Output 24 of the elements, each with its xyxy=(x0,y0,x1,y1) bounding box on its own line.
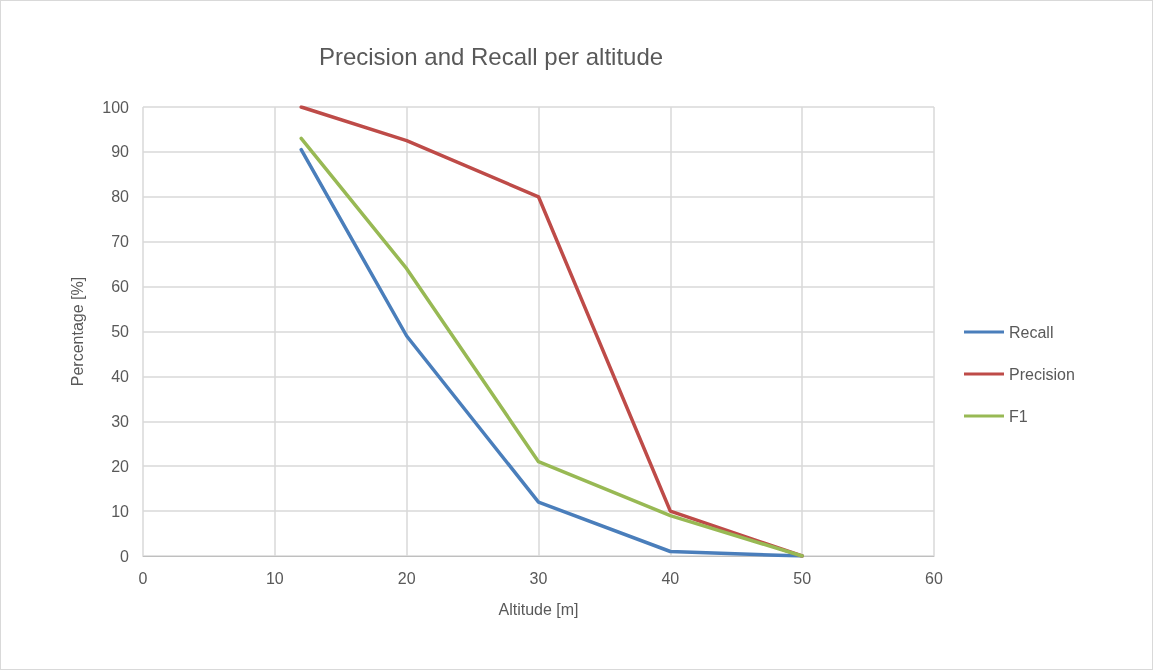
y-tick-label: 10 xyxy=(111,502,130,520)
x-tick-label: 20 xyxy=(397,569,416,587)
x-tick-label: 50 xyxy=(793,569,812,587)
y-tick-label: 50 xyxy=(111,323,130,340)
y-tick-label: 90 xyxy=(111,143,130,161)
y-tick-label: 40 xyxy=(111,367,130,385)
y-tick-label: 100 xyxy=(102,98,130,116)
legend-label: F1 xyxy=(1009,407,1028,425)
y-tick-label: 30 xyxy=(111,412,130,430)
y-tick-label: 70 xyxy=(111,233,130,251)
y-tick-label: 20 xyxy=(111,457,130,475)
x-tick-label: 30 xyxy=(529,569,548,587)
y-tick-label: 60 xyxy=(111,278,130,296)
legend-label: Recall xyxy=(1009,323,1054,341)
y-axis-title: Percentage [%] xyxy=(68,276,86,387)
y-tick-label: 0 xyxy=(120,547,130,565)
legend-label: Precision xyxy=(1009,365,1075,383)
x-tick-label: 0 xyxy=(138,569,148,587)
x-tick-label: 40 xyxy=(661,569,680,587)
x-axis-title: Altitude [m] xyxy=(498,600,579,618)
y-tick-label: 80 xyxy=(111,188,130,206)
x-tick-label: 60 xyxy=(925,569,943,587)
x-tick-label: 10 xyxy=(265,569,284,587)
chart-title: Precision and Recall per altitude xyxy=(318,42,664,70)
